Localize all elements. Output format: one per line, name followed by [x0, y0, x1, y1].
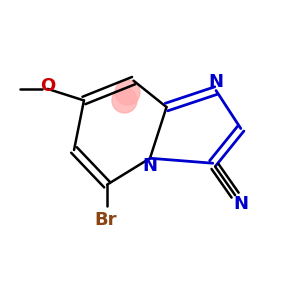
Text: N: N [142, 157, 158, 175]
Text: Br: Br [94, 211, 117, 229]
Text: O: O [40, 77, 55, 95]
Text: N: N [208, 73, 224, 91]
Text: N: N [234, 195, 249, 213]
